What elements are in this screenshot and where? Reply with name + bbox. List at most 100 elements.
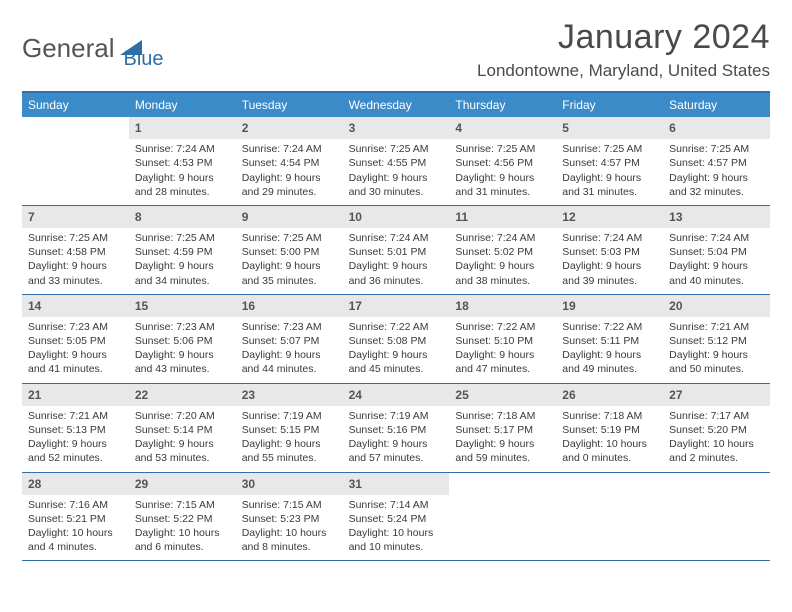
cell-line-sunrise: Sunrise: 7:24 AM bbox=[562, 231, 657, 245]
day-number: 5 bbox=[556, 117, 663, 139]
cell-body: Sunrise: 7:22 AMSunset: 5:08 PMDaylight:… bbox=[343, 317, 450, 383]
logo: General Blue bbox=[22, 18, 164, 71]
cell-body: Sunrise: 7:15 AMSunset: 5:22 PMDaylight:… bbox=[129, 495, 236, 561]
day-number: 17 bbox=[343, 295, 450, 317]
cell-line-sunrise: Sunrise: 7:17 AM bbox=[669, 409, 764, 423]
cell-line-sunrise: Sunrise: 7:19 AM bbox=[242, 409, 337, 423]
cell-body: Sunrise: 7:24 AMSunset: 4:53 PMDaylight:… bbox=[129, 139, 236, 205]
day-number: 28 bbox=[22, 473, 129, 495]
day-header: Thursday bbox=[449, 93, 556, 117]
cell-body: Sunrise: 7:25 AMSunset: 4:57 PMDaylight:… bbox=[556, 139, 663, 205]
cell-line-day2: and 49 minutes. bbox=[562, 362, 657, 376]
cell-line-day1: Daylight: 10 hours bbox=[242, 526, 337, 540]
cell-line-sunrise: Sunrise: 7:25 AM bbox=[349, 142, 444, 156]
cell-line-sunrise: Sunrise: 7:15 AM bbox=[242, 498, 337, 512]
cell-line-day2: and 2 minutes. bbox=[669, 451, 764, 465]
cell-line-sunset: Sunset: 4:55 PM bbox=[349, 156, 444, 170]
cell-line-day1: Daylight: 9 hours bbox=[562, 171, 657, 185]
day-header: Saturday bbox=[663, 93, 770, 117]
cell-line-day2: and 30 minutes. bbox=[349, 185, 444, 199]
cell-line-day2: and 45 minutes. bbox=[349, 362, 444, 376]
cell-line-sunset: Sunset: 4:59 PM bbox=[135, 245, 230, 259]
calendar-cell: 6Sunrise: 7:25 AMSunset: 4:57 PMDaylight… bbox=[663, 117, 770, 206]
cell-line-sunrise: Sunrise: 7:23 AM bbox=[28, 320, 123, 334]
cell-line-day1: Daylight: 9 hours bbox=[349, 171, 444, 185]
cell-line-sunset: Sunset: 5:15 PM bbox=[242, 423, 337, 437]
calendar-cell-empty bbox=[663, 473, 770, 562]
calendar-cell: 27Sunrise: 7:17 AMSunset: 5:20 PMDayligh… bbox=[663, 384, 770, 473]
day-number: 9 bbox=[236, 206, 343, 228]
cell-body: Sunrise: 7:24 AMSunset: 5:02 PMDaylight:… bbox=[449, 228, 556, 294]
cell-line-day2: and 33 minutes. bbox=[28, 274, 123, 288]
logo-text-general: General bbox=[22, 33, 115, 64]
cell-line-sunset: Sunset: 5:07 PM bbox=[242, 334, 337, 348]
cell-line-sunset: Sunset: 5:04 PM bbox=[669, 245, 764, 259]
day-number: 20 bbox=[663, 295, 770, 317]
cell-line-sunrise: Sunrise: 7:18 AM bbox=[562, 409, 657, 423]
calendar-cell: 23 Sunrise: 7:19 AMSunset: 5:15 PMDayligh… bbox=[236, 384, 343, 473]
cell-line-sunrise: Sunrise: 7:22 AM bbox=[455, 320, 550, 334]
cell-line-day2: and 50 minutes. bbox=[669, 362, 764, 376]
cell-line-day1: Daylight: 9 hours bbox=[455, 348, 550, 362]
cell-body: Sunrise: 7:24 AMSunset: 5:04 PMDaylight:… bbox=[663, 228, 770, 294]
cell-body: Sunrise: 7:25 AMSunset: 5:00 PMDaylight:… bbox=[236, 228, 343, 294]
calendar-cell: 10Sunrise: 7:24 AMSunset: 5:01 PMDayligh… bbox=[343, 206, 450, 295]
cell-line-sunset: Sunset: 5:03 PM bbox=[562, 245, 657, 259]
cell-body: Sunrise: 7:22 AMSunset: 5:11 PMDaylight:… bbox=[556, 317, 663, 383]
cell-line-sunrise: Sunrise: 7:21 AM bbox=[669, 320, 764, 334]
cell-line-sunrise: Sunrise: 7:24 AM bbox=[455, 231, 550, 245]
cell-line-sunset: Sunset: 4:58 PM bbox=[28, 245, 123, 259]
day-number: 11 bbox=[449, 206, 556, 228]
cell-line-day1: Daylight: 9 hours bbox=[455, 437, 550, 451]
calendar-cell: 25Sunrise: 7:18 AMSunset: 5:17 PMDayligh… bbox=[449, 384, 556, 473]
day-number: 29 bbox=[129, 473, 236, 495]
cell-line-day2: and 29 minutes. bbox=[242, 185, 337, 199]
calendar-cell: 30Sunrise: 7:15 AMSunset: 5:23 PMDayligh… bbox=[236, 473, 343, 562]
calendar-cell: 14Sunrise: 7:23 AMSunset: 5:05 PMDayligh… bbox=[22, 295, 129, 384]
cell-body: Sunrise: 7:24 AMSunset: 5:01 PMDaylight:… bbox=[343, 228, 450, 294]
cell-line-day2: and 41 minutes. bbox=[28, 362, 123, 376]
calendar-cell: 31Sunrise: 7:14 AMSunset: 5:24 PMDayligh… bbox=[343, 473, 450, 562]
cell-line-day1: Daylight: 9 hours bbox=[242, 437, 337, 451]
cell-line-sunset: Sunset: 5:05 PM bbox=[28, 334, 123, 348]
cell-body: Sunrise: 7:25 AMSunset: 4:56 PMDaylight:… bbox=[449, 139, 556, 205]
cell-line-sunset: Sunset: 5:14 PM bbox=[135, 423, 230, 437]
cell-line-sunset: Sunset: 5:21 PM bbox=[28, 512, 123, 526]
cell-line-sunrise: Sunrise: 7:24 AM bbox=[669, 231, 764, 245]
day-number: 19 bbox=[556, 295, 663, 317]
cell-body: Sunrise: 7:24 AMSunset: 4:54 PMDaylight:… bbox=[236, 139, 343, 205]
cell-line-day1: Daylight: 10 hours bbox=[135, 526, 230, 540]
cell-line-day2: and 31 minutes. bbox=[455, 185, 550, 199]
cell-line-day2: and 34 minutes. bbox=[135, 274, 230, 288]
cell-line-day2: and 4 minutes. bbox=[28, 540, 123, 554]
cell-line-sunset: Sunset: 4:54 PM bbox=[242, 156, 337, 170]
calendar-cell: 4Sunrise: 7:25 AMSunset: 4:56 PMDaylight… bbox=[449, 117, 556, 206]
cell-line-day2: and 28 minutes. bbox=[135, 185, 230, 199]
cell-line-sunrise: Sunrise: 7:22 AM bbox=[349, 320, 444, 334]
cell-line-day1: Daylight: 9 hours bbox=[562, 348, 657, 362]
cell-line-day2: and 0 minutes. bbox=[562, 451, 657, 465]
cell-line-sunrise: Sunrise: 7:16 AM bbox=[28, 498, 123, 512]
day-header: Friday bbox=[556, 93, 663, 117]
cell-line-day1: Daylight: 9 hours bbox=[349, 259, 444, 273]
cell-line-sunrise: Sunrise: 7:19 AM bbox=[349, 409, 444, 423]
cell-line-day2: and 32 minutes. bbox=[669, 185, 764, 199]
cell-line-day2: and 39 minutes. bbox=[562, 274, 657, 288]
cell-line-sunset: Sunset: 4:53 PM bbox=[135, 156, 230, 170]
cell-line-day1: Daylight: 9 hours bbox=[562, 259, 657, 273]
cell-body: Sunrise: 7:22 AMSunset: 5:10 PMDaylight:… bbox=[449, 317, 556, 383]
cell-line-sunrise: Sunrise: 7:22 AM bbox=[562, 320, 657, 334]
calendar-cell: 5Sunrise: 7:25 AMSunset: 4:57 PMDaylight… bbox=[556, 117, 663, 206]
cell-line-sunrise: Sunrise: 7:23 AM bbox=[135, 320, 230, 334]
calendar-cell-empty bbox=[22, 117, 129, 206]
day-header: Sunday bbox=[22, 93, 129, 117]
day-number: 2 bbox=[236, 117, 343, 139]
day-number: 8 bbox=[129, 206, 236, 228]
day-number: 22 bbox=[129, 384, 236, 406]
calendar-cell: 9Sunrise: 7:25 AMSunset: 5:00 PMDaylight… bbox=[236, 206, 343, 295]
cell-line-sunrise: Sunrise: 7:18 AM bbox=[455, 409, 550, 423]
day-number: 23 bbox=[236, 384, 343, 406]
cell-line-sunset: Sunset: 5:20 PM bbox=[669, 423, 764, 437]
location-text: Londontowne, Maryland, United States bbox=[477, 61, 770, 81]
cell-line-sunset: Sunset: 4:56 PM bbox=[455, 156, 550, 170]
